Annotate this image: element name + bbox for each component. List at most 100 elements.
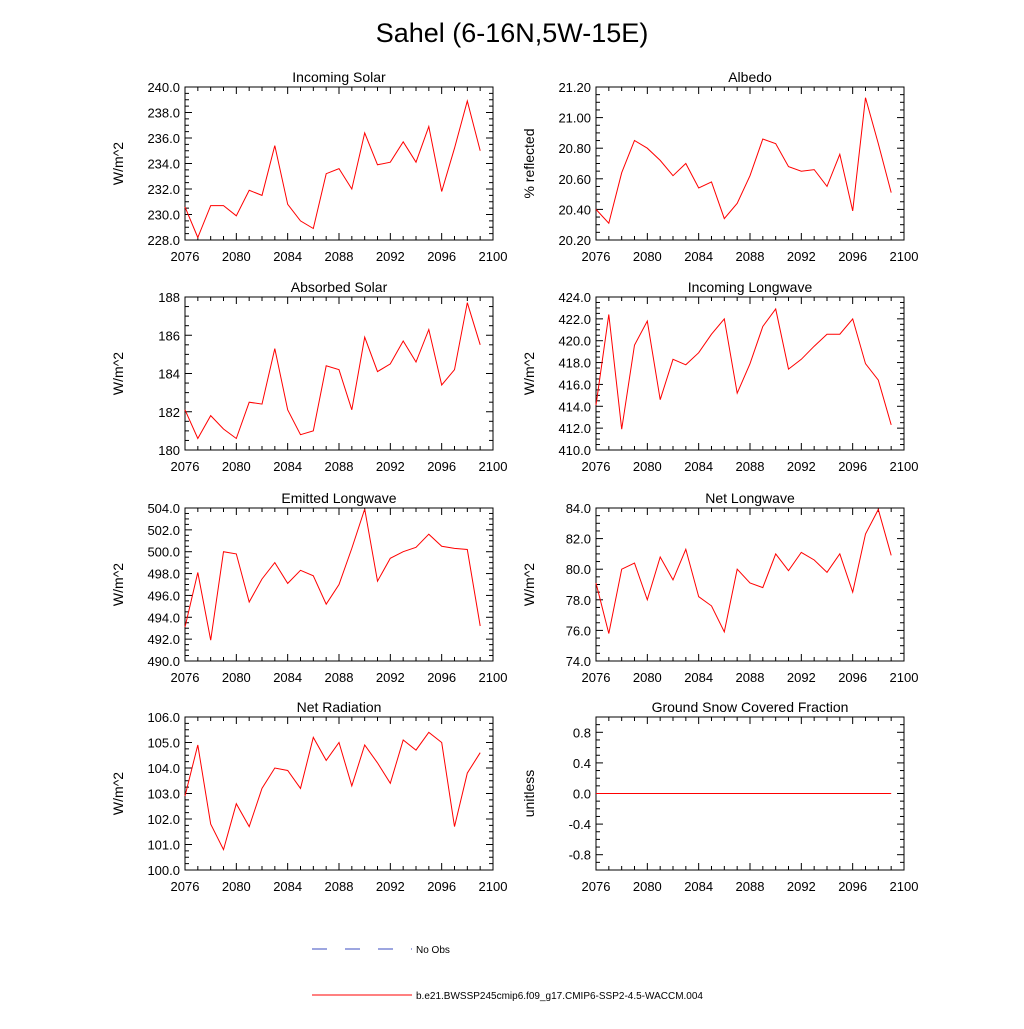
series-line-incoming-solar: [184, 99, 481, 239]
y-tick-label: 494.0: [147, 610, 180, 625]
y-tick-label: 182: [158, 405, 180, 420]
x-tick-label: 2084: [684, 249, 713, 264]
panel-net-longwave: Net Longwave W/m^2 2076 2080 2084 2088 2092 209…: [521, 490, 918, 685]
x-tick-label: 2088: [736, 249, 765, 264]
y-axis-label: W/m^2: [110, 142, 126, 185]
y-axis-label: W/m^2: [521, 352, 537, 395]
y-axis-label: W/m^2: [110, 563, 126, 606]
plot-frame: [184, 86, 494, 241]
y-axis-label: unitless: [521, 770, 537, 817]
y-tick-label: 492.0: [147, 632, 180, 647]
x-tick-label: 2084: [273, 249, 302, 264]
panel-emitted-longwave: Emitted Longwave W/m^2 2076 2080 2084 2088 209…: [110, 490, 507, 685]
y-tick-label: 180: [158, 443, 180, 458]
y-tick-label: 500.0: [147, 545, 180, 560]
x-tick-label: 2080: [633, 459, 662, 474]
y-tick-label: 21.00: [558, 111, 591, 126]
x-tick-label: 2096: [427, 249, 456, 264]
series-line-absorbed-solar: [184, 302, 481, 440]
y-tick-label: 234.0: [147, 157, 180, 172]
x-tick-label: 2084: [684, 459, 713, 474]
x-tick-label: 2080: [222, 879, 251, 894]
series-line-net-radiation: [184, 731, 481, 851]
x-tick-label: 2076: [171, 879, 200, 894]
y-tick-label: 238.0: [147, 106, 180, 121]
x-tick-label: 2096: [838, 459, 867, 474]
x-tick-label: 2100: [479, 459, 508, 474]
y-tick-label: 228.0: [147, 233, 180, 248]
y-tick-label: 232.0: [147, 182, 180, 197]
x-tick-label: 2084: [684, 670, 713, 685]
x-tick-label: 2092: [376, 670, 405, 685]
y-tick-label: 101.0: [147, 838, 180, 853]
x-tick-label: 2096: [427, 879, 456, 894]
series-line-incoming-longwave: [595, 307, 892, 430]
y-tick-label: 0.4: [573, 756, 591, 771]
panel-title: Ground Snow Covered Fraction: [652, 699, 849, 715]
x-tick-label: 2100: [479, 879, 508, 894]
y-tick-label: -0.4: [569, 817, 591, 832]
y-tick-label: 424.0: [558, 290, 591, 305]
y-tick-label: -0.8: [569, 848, 591, 863]
panel-net-radiation: Net Radiation W/m^2 2076 2080 2084 2088 2092 20…: [110, 699, 507, 894]
y-tick-label: 20.40: [558, 202, 591, 217]
x-tick-label: 2076: [171, 670, 200, 685]
y-tick-label: 20.80: [558, 141, 591, 156]
x-tick-label: 2080: [222, 670, 251, 685]
x-tick-label: 2080: [222, 459, 251, 474]
x-tick-label: 2092: [787, 879, 816, 894]
y-tick-label: 21.20: [558, 80, 591, 95]
x-tick-label: 2076: [171, 249, 200, 264]
x-tick-label: 2092: [376, 459, 405, 474]
legend: No Obs b.e21.BWSSP245cmip6.f09_g17.CMIP6…: [312, 945, 703, 1002]
y-axis-label: W/m^2: [521, 563, 537, 606]
y-tick-label: 84.0: [566, 501, 591, 516]
y-tick-label: 236.0: [147, 131, 180, 146]
y-tick-label: 106.0: [147, 710, 180, 725]
x-tick-label: 2076: [582, 459, 611, 474]
x-tick-label: 2080: [633, 879, 662, 894]
y-tick-label: 416.0: [558, 377, 591, 392]
y-tick-label: 100.0: [147, 863, 180, 878]
panel-title: Incoming Solar: [292, 69, 386, 85]
y-tick-label: 410.0: [558, 443, 591, 458]
x-tick-label: 2096: [838, 670, 867, 685]
y-tick-label: 82.0: [566, 532, 591, 547]
x-tick-label: 2088: [325, 459, 354, 474]
plot-frame: [184, 716, 494, 871]
panel-title: Emitted Longwave: [281, 490, 396, 506]
y-tick-label: 80.0: [566, 562, 591, 577]
x-tick-label: 2084: [273, 879, 302, 894]
y-tick-label: 490.0: [147, 654, 180, 669]
y-tick-label: 230.0: [147, 208, 180, 223]
x-tick-label: 2076: [171, 459, 200, 474]
y-tick-label: 412.0: [558, 421, 591, 436]
y-tick-label: 78.0: [566, 593, 591, 608]
x-tick-label: 2088: [325, 670, 354, 685]
x-tick-label: 2100: [890, 249, 919, 264]
plot-frame: [595, 296, 905, 451]
panels: Incoming Solar W/m^2 2076 2080 2084 2088 2092 2…: [110, 69, 918, 894]
y-tick-label: 422.0: [558, 312, 591, 327]
x-tick-label: 2080: [222, 249, 251, 264]
y-tick-label: 0.0: [573, 787, 591, 802]
y-tick-label: 74.0: [566, 654, 591, 669]
y-tick-label: 20.20: [558, 233, 591, 248]
x-tick-label: 2100: [479, 249, 508, 264]
x-tick-label: 2088: [325, 249, 354, 264]
y-tick-label: 104.0: [147, 761, 180, 776]
y-tick-label: 186: [158, 328, 180, 343]
x-tick-label: 2100: [479, 670, 508, 685]
x-tick-label: 2092: [787, 249, 816, 264]
x-tick-label: 2092: [787, 459, 816, 474]
y-tick-label: 0.8: [573, 725, 591, 740]
x-tick-label: 2092: [376, 879, 405, 894]
x-tick-label: 2076: [582, 249, 611, 264]
legend-obs-label: No Obs: [416, 945, 450, 956]
x-tick-label: 2076: [582, 879, 611, 894]
x-tick-label: 2100: [890, 670, 919, 685]
y-tick-label: 188: [158, 290, 180, 305]
y-tick-label: 105.0: [147, 736, 180, 751]
